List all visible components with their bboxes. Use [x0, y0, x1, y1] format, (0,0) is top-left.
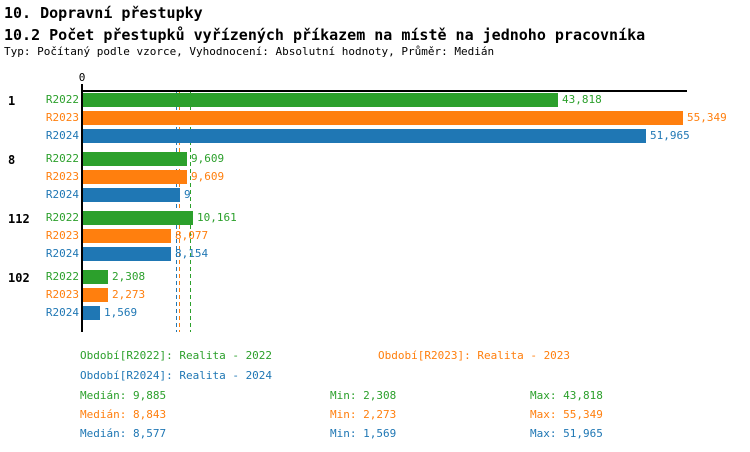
- legend-item-r2022: Období[R2022]: Realita - 2022: [80, 349, 273, 362]
- stat-max-r2022: Max: 43,818: [530, 389, 603, 402]
- bar-value-label: 8,077: [175, 229, 209, 242]
- bar-value-label: 43,818: [562, 93, 602, 106]
- series-label: R2022: [45, 93, 79, 106]
- series-label: R2023: [45, 111, 79, 124]
- series-label: R2022: [45, 152, 79, 165]
- bar-value-label: 9: [184, 188, 191, 201]
- bar-value-label: 51,965: [650, 129, 690, 142]
- stat-min-r2023: Min: 2,273: [330, 408, 397, 421]
- stat-min-r2024: Min: 1,569: [330, 427, 397, 440]
- stat-min-r2022: Min: 2,308: [330, 389, 397, 402]
- series-label: R2022: [45, 211, 79, 224]
- bar-value-label: 10,161: [197, 211, 237, 224]
- series-label: R2024: [45, 306, 79, 319]
- bar-r2024-group-1: [83, 129, 646, 143]
- series-label: R2024: [45, 129, 79, 142]
- bar-r2022-group-102: [83, 270, 108, 284]
- category-label: 8: [8, 153, 16, 167]
- bar-r2024-group-112: [83, 247, 171, 261]
- bar-r2022-group-1: [83, 93, 558, 107]
- series-label: R2023: [45, 170, 79, 183]
- bar-r2023-group-112: [83, 229, 171, 243]
- series-label: R2024: [45, 188, 79, 201]
- x-axis-zero-label: 0: [78, 71, 86, 84]
- series-label: R2024: [45, 247, 79, 260]
- category-label: 1: [8, 94, 16, 108]
- stat-median-r2023: Medián: 8,843: [80, 408, 167, 421]
- series-label: R2023: [45, 229, 79, 242]
- bar-value-label: 1,569: [104, 306, 138, 319]
- bar-value-label: 9,609: [191, 152, 225, 165]
- legend-item-r2024: Období[R2024]: Realita - 2024: [80, 369, 273, 382]
- category-label: 112: [8, 212, 30, 226]
- bar-value-label: 9,609: [191, 170, 225, 183]
- series-label: R2023: [45, 288, 79, 301]
- stat-max-r2024: Max: 51,965: [530, 427, 603, 440]
- bar-r2022-group-112: [83, 211, 193, 225]
- bar-value-label: 8,154: [175, 247, 209, 260]
- bar-r2024-group-8: [83, 188, 180, 202]
- report-indicator-title: 10.2 Počet přestupků vyřízených příkazem…: [4, 26, 646, 44]
- bar-r2023-group-8: [83, 170, 187, 184]
- x-axis-line: [81, 90, 687, 92]
- x-axis-zero-tick: [81, 84, 83, 90]
- bar-value-label: 2,273: [112, 288, 146, 301]
- bar-r2024-group-102: [83, 306, 100, 320]
- stat-median-r2024: Medián: 8,577: [80, 427, 167, 440]
- bar-r2022-group-8: [83, 152, 187, 166]
- legend-item-r2023: Období[R2023]: Realita - 2023: [378, 349, 571, 362]
- report-chapter-title: 10. Dopravní přestupky: [4, 4, 203, 22]
- stat-max-r2023: Max: 55,349: [530, 408, 603, 421]
- category-label: 102: [8, 271, 30, 285]
- bar-value-label: 55,349: [687, 111, 727, 124]
- report-meta: Typ: Počítaný podle vzorce, Vyhodnocení:…: [4, 45, 495, 58]
- bar-r2023-group-1: [83, 111, 683, 125]
- stat-median-r2022: Medián: 9,885: [80, 389, 167, 402]
- series-label: R2022: [45, 270, 79, 283]
- y-axis-line: [81, 90, 83, 332]
- bar-value-label: 2,308: [112, 270, 146, 283]
- bar-r2023-group-102: [83, 288, 108, 302]
